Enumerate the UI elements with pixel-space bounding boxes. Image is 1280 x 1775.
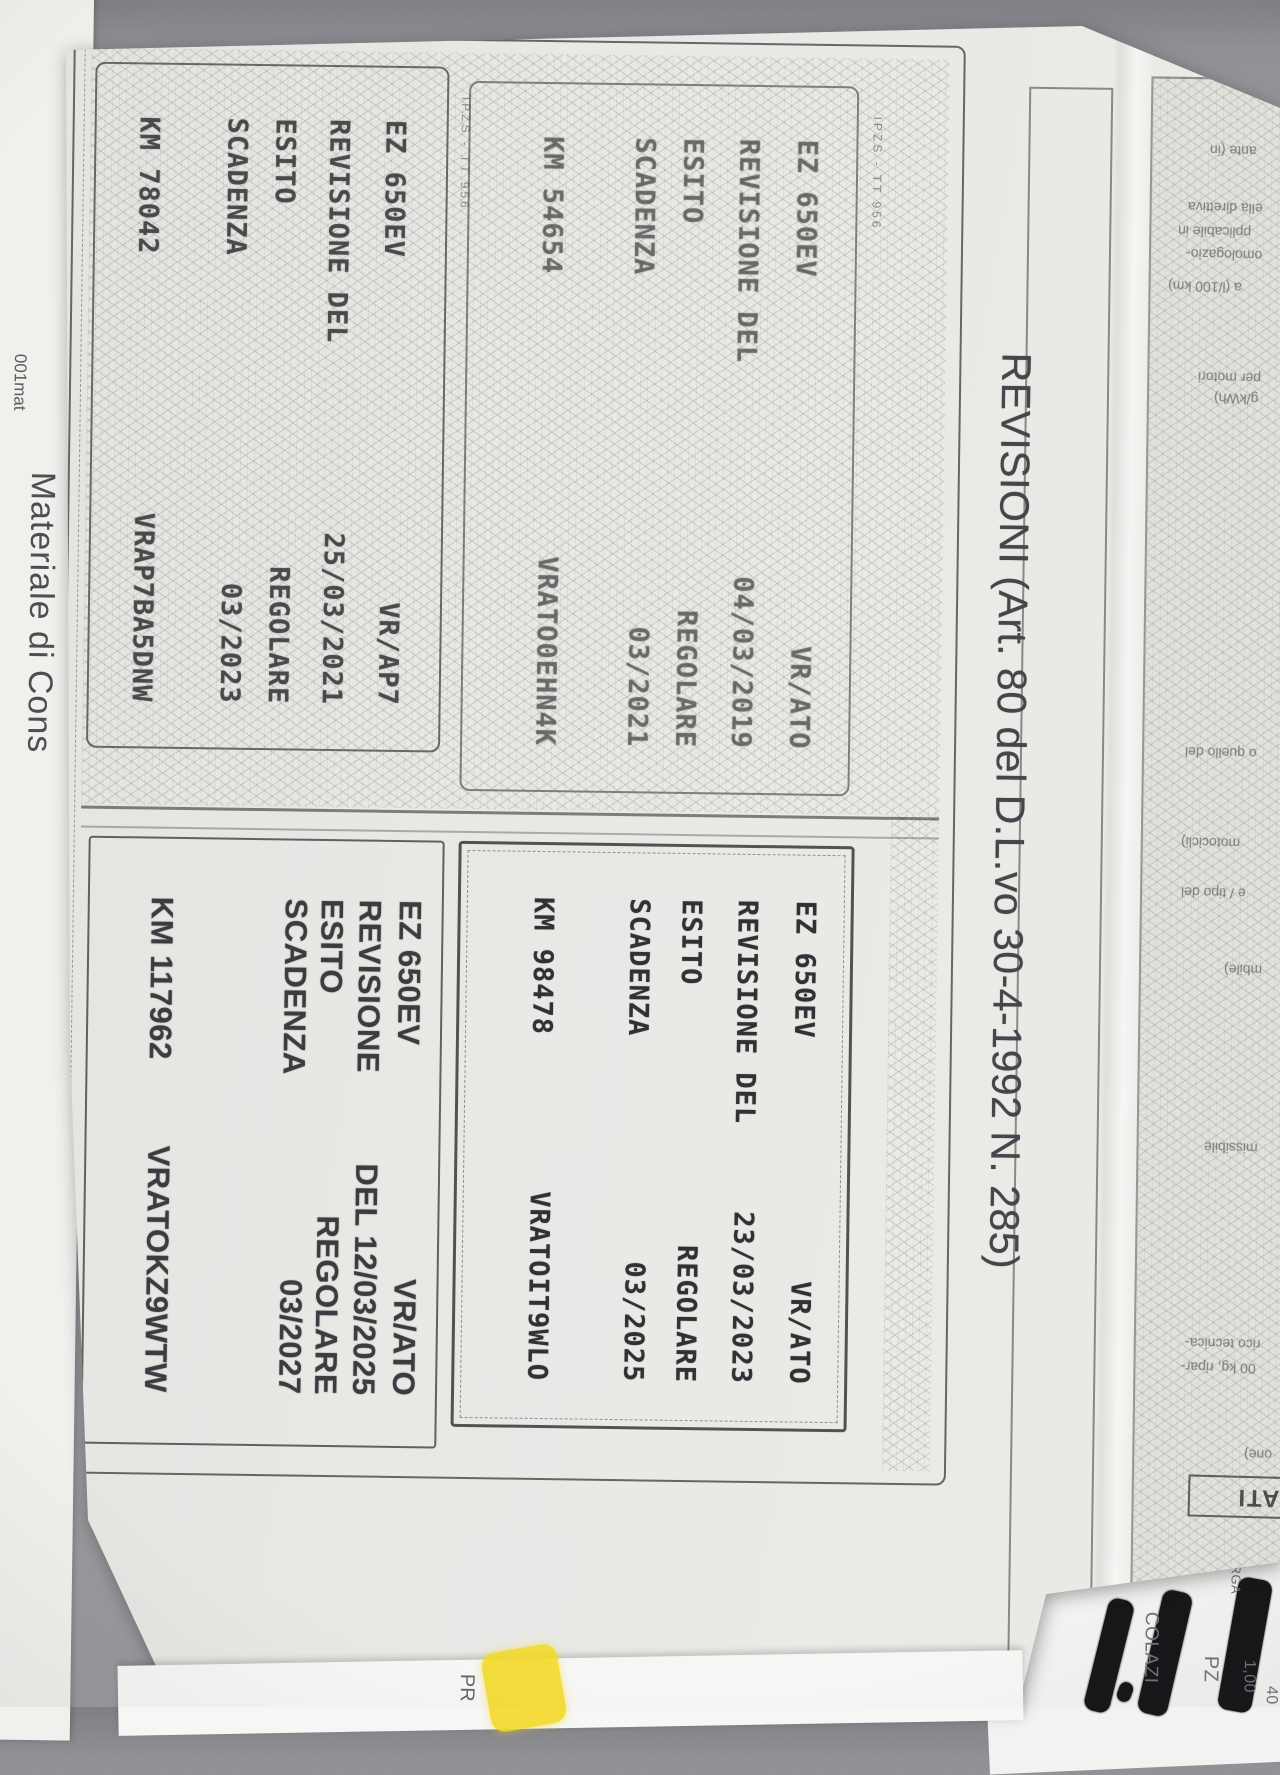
bottom-strip-layer: PR [117, 1642, 1024, 1736]
bottom-strip-fragment: PR [455, 1673, 478, 1702]
highlighter-mark [479, 1642, 569, 1734]
document-page-shadow: REVISIONI (Art. 80 del D.L.vo 30-4-1992 … [0, 0, 1280, 1707]
bottom-strip-sheet [117, 1650, 1024, 1736]
document-page: REVISIONI (Art. 80 del D.L.vo 30-4-1992 … [0, 0, 1280, 1707]
photo-of-vehicle-document: { "document": { "section_title": "REVISI… [0, 0, 1280, 1707]
